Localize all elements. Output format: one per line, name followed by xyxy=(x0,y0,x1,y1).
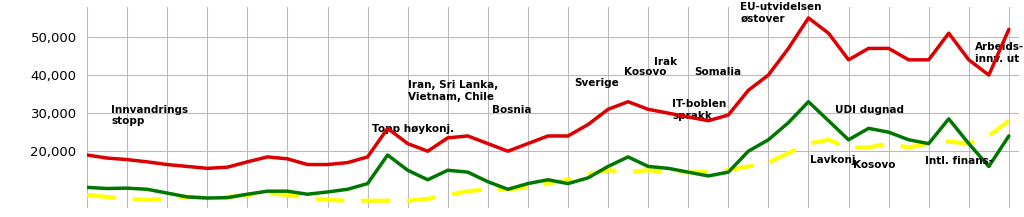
Text: Kosovo: Kosovo xyxy=(624,67,667,77)
Text: Innvandrings
stopp: Innvandrings stopp xyxy=(111,105,188,127)
Text: Iran, Sri Lanka,
Vietnam, Chile: Iran, Sri Lanka, Vietnam, Chile xyxy=(408,80,498,102)
Text: Bosnia: Bosnia xyxy=(492,105,531,115)
Text: Arbeids-
innv. ut: Arbeids- innv. ut xyxy=(975,42,1024,64)
Text: IT-boblen
sprakk: IT-boblen sprakk xyxy=(672,99,726,121)
Text: Intl. finans-: Intl. finans- xyxy=(925,156,992,166)
Text: UDI dugnad: UDI dugnad xyxy=(835,105,903,115)
Text: EU-utvidelsen
østover: EU-utvidelsen østover xyxy=(740,2,822,24)
Text: Sverige: Sverige xyxy=(574,78,618,88)
Text: Lavkonj.: Lavkonj. xyxy=(810,155,860,164)
Text: Topp høykonj.: Topp høykonj. xyxy=(372,124,454,134)
Text: Somalia: Somalia xyxy=(694,67,741,77)
Text: Kosovo: Kosovo xyxy=(853,160,895,170)
Text: Irak: Irak xyxy=(654,58,677,67)
